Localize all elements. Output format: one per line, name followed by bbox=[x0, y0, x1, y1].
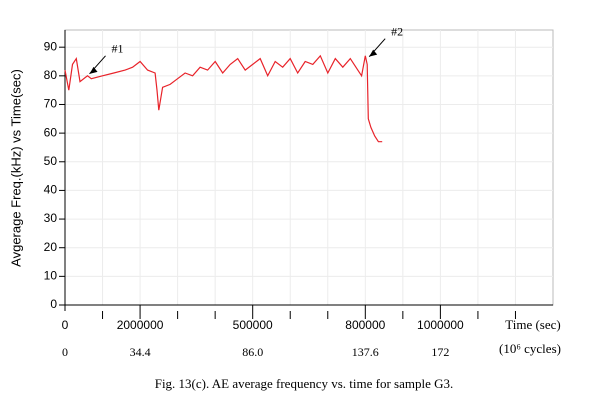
x2-tick-label: 172 bbox=[431, 345, 449, 359]
x2-tick-label: 86.0 bbox=[242, 345, 263, 359]
y-tick-label: 30 bbox=[44, 211, 58, 225]
x-tick-label: 800000 bbox=[345, 318, 385, 332]
y-axis-label: Avgerage Freq.(kHz) vs Time(sec) bbox=[8, 69, 23, 267]
x-tick-label: 500000 bbox=[233, 318, 273, 332]
annotation: #2 bbox=[391, 24, 403, 38]
x2-tick-label: 0 bbox=[62, 345, 68, 359]
y-tick-label: 80 bbox=[44, 68, 58, 82]
arrow-head bbox=[89, 66, 98, 74]
x-tick-label: 1000000 bbox=[417, 318, 464, 332]
y-tick-label: 70 bbox=[44, 97, 58, 111]
caption: Fig. 13(c). AE average frequency vs. tim… bbox=[155, 376, 454, 391]
x2-axis-label: (10⁶ cycles) bbox=[499, 341, 561, 356]
y-tick-label: 60 bbox=[44, 125, 58, 139]
x2-tick-label: 137.6 bbox=[352, 345, 379, 359]
x-tick-label: 2000000 bbox=[117, 318, 164, 332]
y-tick-label: 40 bbox=[44, 183, 58, 197]
y-tick-label: 50 bbox=[44, 154, 58, 168]
x2-tick-label: 34.4 bbox=[130, 345, 151, 359]
y-tick-label: 90 bbox=[44, 39, 58, 53]
x-axis-label: Time (sec) bbox=[505, 317, 561, 332]
plot-frame bbox=[64, 29, 554, 306]
x-tick-label: 0 bbox=[62, 318, 69, 332]
annotation: #1 bbox=[112, 42, 124, 56]
y-tick-label: 20 bbox=[44, 240, 58, 254]
y-tick-label: 10 bbox=[44, 269, 58, 283]
arrow-head bbox=[369, 49, 378, 57]
y-tick-label: 0 bbox=[50, 297, 57, 311]
data-line bbox=[64, 54, 383, 143]
